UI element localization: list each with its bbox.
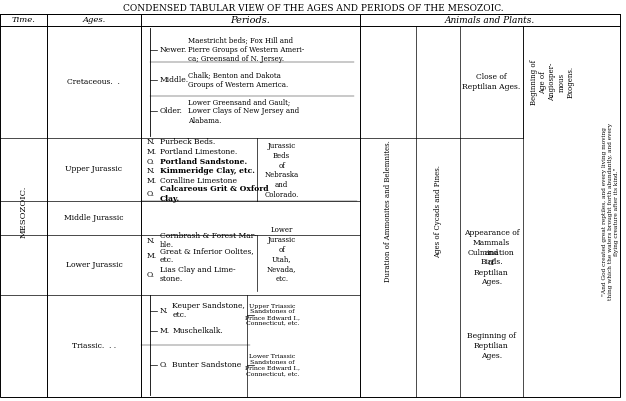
Text: M.: M.: [147, 148, 157, 156]
Text: Middle.: Middle.: [160, 76, 189, 84]
Text: O.: O.: [160, 361, 168, 369]
Text: Beginning of
Age of
Angiosper-
mous
Exogens.: Beginning of Age of Angiosper- mous Exog…: [530, 60, 575, 105]
Text: Ages of Cycads and Pines.: Ages of Cycads and Pines.: [434, 165, 442, 258]
Text: Purbeck Beds.: Purbeck Beds.: [160, 138, 215, 146]
Text: Animals and Plants.: Animals and Plants.: [444, 16, 535, 24]
Text: Triassic.  . .: Triassic. . .: [72, 342, 116, 350]
Text: Cretaceous.  .: Cretaceous. .: [68, 78, 120, 86]
Text: "And God created great reptiles, and every living moving
thing which the waters : "And God created great reptiles, and eve…: [602, 123, 618, 300]
Text: M.: M.: [147, 252, 157, 260]
Text: O.: O.: [147, 271, 155, 279]
Text: N.: N.: [147, 167, 156, 175]
Text: Culmination
of
Reptilian
Ages.: Culmination of Reptilian Ages.: [468, 249, 515, 286]
Text: Lower Triassic
Sandstones of
Prince Edward I.,
Connecticut, etc.: Lower Triassic Sandstones of Prince Edwa…: [245, 354, 300, 376]
Text: Jurassic
Beds
of
Nebraska
and
Colorado.: Jurassic Beds of Nebraska and Colorado.: [265, 142, 299, 199]
Text: Cornbrash & Forest Mar-
ble.: Cornbrash & Forest Mar- ble.: [160, 232, 257, 249]
Text: CONDENSED TABULAR VIEW OF THE AGES AND PERIODS OF THE MESOZOIC.: CONDENSED TABULAR VIEW OF THE AGES AND P…: [123, 4, 503, 13]
Text: Muschelkalk.: Muschelkalk.: [172, 327, 223, 335]
Text: Upper Triassic
Sandstones of
Prince Edward I.,
Connecticut, etc.: Upper Triassic Sandstones of Prince Edwa…: [245, 304, 300, 326]
Text: Coralline Limestone: Coralline Limestone: [160, 177, 237, 185]
Text: Duration of Ammonites and Belemnites.: Duration of Ammonites and Belemnites.: [384, 141, 392, 282]
Text: Keuper Sandstone,
etc.: Keuper Sandstone, etc.: [172, 302, 245, 319]
Text: N.: N.: [160, 307, 168, 315]
Text: M.: M.: [147, 177, 157, 185]
Text: Lower
Jurassic
of
Utah,
Nevada,
etc.: Lower Jurassic of Utah, Nevada, etc.: [267, 226, 297, 283]
Text: Bunter Sandstone: Bunter Sandstone: [172, 361, 242, 369]
Text: O.: O.: [147, 158, 155, 166]
Text: Chalk; Benton and Dakota
Groups of Western America.: Chalk; Benton and Dakota Groups of Weste…: [188, 72, 288, 89]
Text: Kimmeridge Clay, etc.: Kimmeridge Clay, etc.: [160, 167, 255, 175]
Text: Lower Greensand and Gault;
Lower Clays of New Jersey and
Alabama.: Lower Greensand and Gault; Lower Clays o…: [188, 98, 299, 125]
Text: Upper Jurassic: Upper Jurassic: [65, 166, 123, 173]
Text: Beginning of
Reptilian
Ages.: Beginning of Reptilian Ages.: [467, 332, 516, 360]
Text: O.: O.: [147, 190, 155, 198]
Text: MESOZOIC.: MESOZOIC.: [19, 185, 28, 238]
Text: N.: N.: [147, 237, 156, 245]
Text: Time.: Time.: [11, 16, 36, 24]
Text: Portland Sandstone.: Portland Sandstone.: [160, 158, 247, 166]
Text: Periods.: Periods.: [230, 16, 270, 24]
Text: Ages.: Ages.: [82, 16, 106, 24]
Text: M.: M.: [160, 327, 170, 335]
Text: Lias Clay and Lime-
stone.: Lias Clay and Lime- stone.: [160, 266, 235, 283]
Text: Close of
Reptilian Ages.: Close of Reptilian Ages.: [462, 73, 521, 91]
Text: Lower Jurassic: Lower Jurassic: [66, 261, 122, 269]
Text: N.: N.: [147, 138, 156, 146]
Text: Appearance of
Mammals
and
Birds.: Appearance of Mammals and Birds.: [464, 229, 519, 266]
Text: Older.: Older.: [160, 107, 183, 115]
Text: Middle Jurassic: Middle Jurassic: [64, 214, 124, 221]
Text: Maestricht beds; Fox Hill and
Pierre Groups of Western Ameri-
ca; Greensand of N: Maestricht beds; Fox Hill and Pierre Gro…: [188, 37, 304, 63]
Text: Newer.: Newer.: [160, 46, 187, 54]
Text: Great & Inferior Oolites,
etc.: Great & Inferior Oolites, etc.: [160, 247, 254, 264]
Text: Calcareous Grit & Oxford
Clay.: Calcareous Grit & Oxford Clay.: [160, 186, 269, 203]
Text: Portland Limestone.: Portland Limestone.: [160, 148, 237, 156]
